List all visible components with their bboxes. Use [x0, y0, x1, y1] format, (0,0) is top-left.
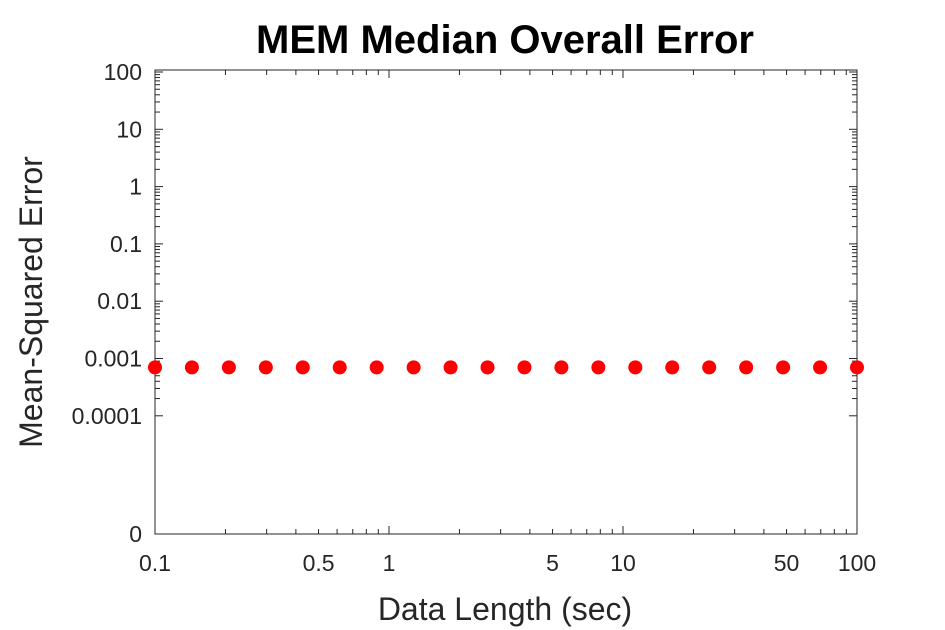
x-axis-label: Data Length (sec)	[378, 591, 632, 627]
y-tick-label: 0.1	[110, 231, 142, 257]
chart-title: MEM Median Overall Error	[256, 18, 754, 62]
data-point	[406, 360, 421, 375]
x-tick-label: 100	[838, 550, 876, 576]
data-point	[258, 360, 273, 375]
y-tick-label: 0.01	[97, 288, 142, 314]
data-point	[591, 360, 606, 375]
x-tick-label: 10	[610, 550, 636, 576]
data-point	[665, 360, 680, 375]
y-tick-label: 0	[129, 521, 142, 547]
y-tick-label: 100	[104, 59, 142, 85]
data-point	[850, 360, 864, 375]
data-point	[739, 360, 754, 375]
x-tick-label: 1	[383, 550, 396, 576]
data-point	[517, 360, 532, 375]
x-tick-label: 50	[774, 550, 800, 576]
data-point	[148, 360, 162, 375]
x-tick-label: 5	[546, 550, 559, 576]
data-point	[443, 360, 458, 375]
data-point	[554, 360, 569, 375]
y-tick-labels: 0 0.0001 0.001 0.01 0.1 1 10 100	[72, 59, 142, 547]
plot-area-frame	[154, 69, 858, 535]
x-tick-labels: 0.1 0.5 1 5 10 50 100	[139, 550, 876, 576]
y-tick-label: 0.0001	[72, 403, 142, 429]
data-point	[295, 360, 310, 375]
data-point	[332, 360, 347, 375]
y-tick-label: 0.001	[84, 346, 142, 372]
data-point	[628, 360, 643, 375]
y-tick-label: 1	[129, 174, 142, 200]
data-point	[480, 360, 495, 375]
y-tick-label: 10	[116, 116, 142, 142]
data-point	[221, 360, 236, 375]
data-point	[369, 360, 384, 375]
y-axis-label: Mean-Squared Error	[13, 156, 49, 448]
data-point	[702, 360, 717, 375]
x-tick-label: 0.1	[139, 550, 171, 576]
data-point	[813, 360, 828, 375]
data-point	[776, 360, 791, 375]
axis-ticks	[154, 70, 858, 534]
x-tick-label: 0.5	[303, 550, 335, 576]
data-point	[184, 360, 199, 375]
data-points	[148, 360, 864, 375]
